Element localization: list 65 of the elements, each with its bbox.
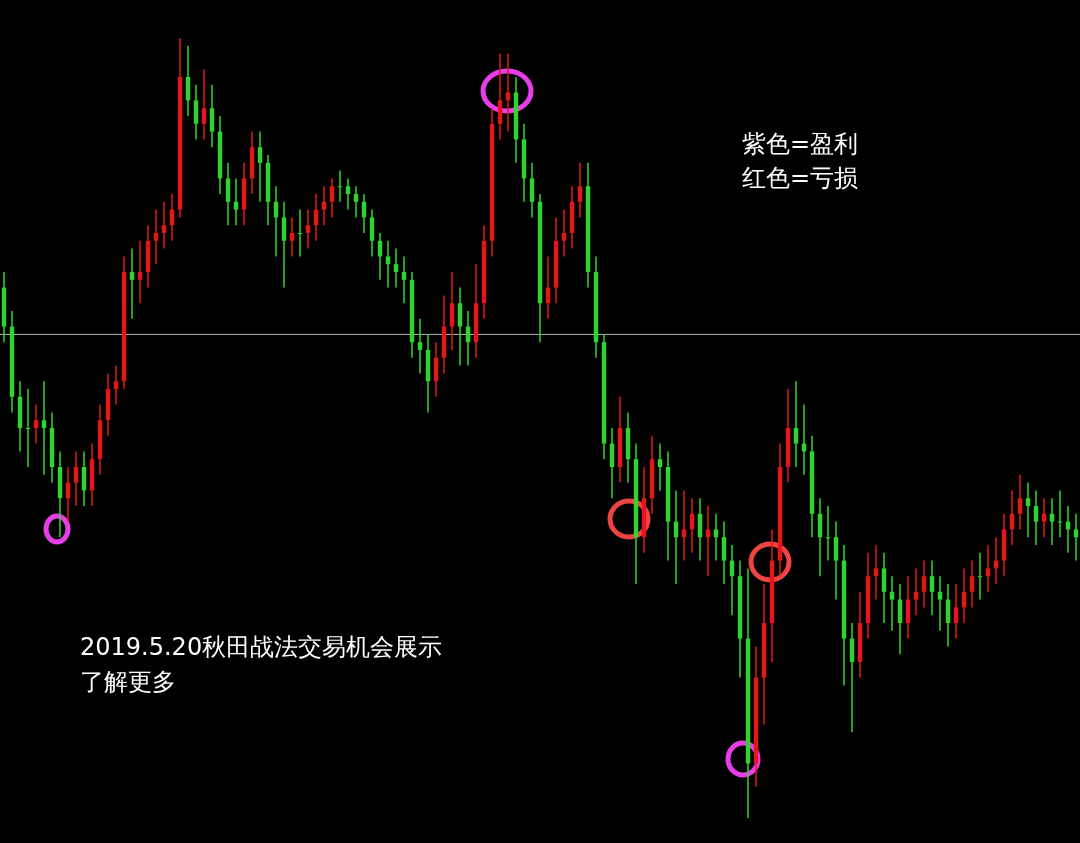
candlestick: [1041, 497, 1047, 538]
candlestick: [921, 559, 927, 609]
candlestick: [529, 162, 535, 219]
candlestick: [929, 559, 935, 616]
candlestick: [825, 505, 831, 562]
candlestick: [969, 559, 975, 609]
candlestick: [889, 575, 895, 632]
candlestick: [577, 162, 583, 219]
candlestick: [953, 583, 959, 640]
candlestick: [1017, 474, 1023, 531]
candlestick: [913, 567, 919, 616]
candlestick: [1057, 489, 1063, 538]
candlestick: [25, 388, 31, 468]
candlestick: [337, 169, 343, 203]
candlestick: [937, 575, 943, 632]
candlestick: [129, 247, 135, 320]
candlestick: [881, 552, 887, 624]
candlestick: [137, 240, 143, 304]
candlestick: [353, 185, 359, 219]
candlestick: [497, 52, 503, 141]
candlestick: [721, 520, 727, 585]
annotation: 紫色=盈利: [742, 130, 859, 158]
candlestick: [561, 208, 567, 258]
candlestick: [193, 84, 199, 141]
candlestick: [873, 544, 879, 601]
candlestick: [681, 489, 687, 562]
annotation: 2019.5.20秋田战法交易机会展示: [80, 633, 443, 661]
candlestick: [369, 208, 375, 258]
candlestick: [833, 520, 839, 601]
candlestick: [41, 380, 47, 476]
candlestick: [1025, 481, 1031, 538]
candlestick: [321, 185, 327, 226]
candlestick: [225, 162, 231, 226]
candlestick: [281, 201, 287, 289]
candlestick: [233, 177, 239, 226]
candlestick: [713, 513, 719, 562]
candlestick: [33, 403, 39, 445]
candlestick: [345, 177, 351, 211]
candlestick: [161, 201, 167, 250]
candlestick: [385, 240, 391, 289]
candlestick: [977, 552, 983, 601]
candlestick: [417, 318, 423, 375]
annotation: 红色=亏损: [742, 164, 859, 192]
candlestick: [393, 247, 399, 289]
candlestick: [1033, 489, 1039, 546]
candlestick: [1073, 513, 1079, 562]
candlestick: [153, 208, 159, 265]
candlestick: [985, 544, 991, 593]
candlestick: [401, 255, 407, 304]
candlestick: [209, 84, 215, 148]
candlestick: [705, 505, 711, 577]
candlestick: [201, 68, 207, 141]
candlestick: [457, 286, 463, 367]
candlestick: [657, 442, 663, 492]
candlestick: [1049, 497, 1055, 546]
candlestick: [449, 271, 455, 351]
candlestick: [793, 380, 799, 468]
candlestick: [257, 130, 263, 203]
candlestick: [329, 177, 335, 219]
annotation: 了解更多: [80, 668, 176, 696]
candlestick: [113, 364, 119, 406]
candlestick: [305, 208, 311, 250]
candlestick: [73, 450, 79, 507]
candlestick: [289, 216, 295, 258]
candlestick: [297, 208, 303, 258]
